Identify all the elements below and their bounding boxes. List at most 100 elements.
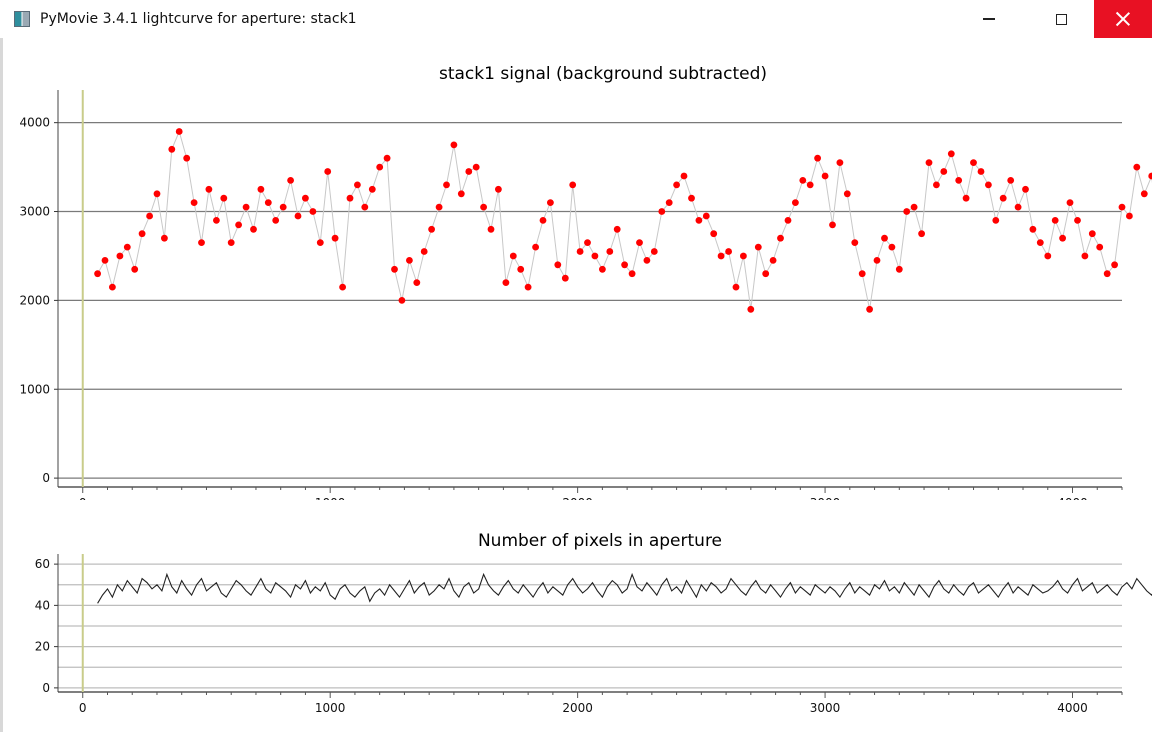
- data-point: [940, 168, 948, 175]
- data-point: [1044, 252, 1052, 260]
- data-point: [1126, 212, 1133, 220]
- data-point: [851, 239, 859, 247]
- data-point: [547, 199, 554, 207]
- data-point: [406, 257, 413, 264]
- data-point: [569, 181, 577, 189]
- data-point: [331, 234, 339, 242]
- data-point: [272, 217, 280, 224]
- data-point: [628, 270, 636, 278]
- data-point: [354, 181, 361, 189]
- data-point: [740, 252, 747, 260]
- data-point: [829, 221, 836, 229]
- data-point: [806, 181, 814, 189]
- data-point: [858, 270, 866, 278]
- data-point: [450, 141, 458, 149]
- data-point: [213, 217, 220, 224]
- data-point: [435, 203, 443, 211]
- data-point: [1096, 243, 1104, 251]
- y-tick-label: 0: [42, 471, 50, 485]
- data-point: [250, 225, 257, 233]
- data-point: [138, 230, 146, 238]
- minimize-icon: [983, 18, 995, 20]
- data-point: [339, 283, 346, 291]
- data-point: [131, 265, 139, 273]
- data-point: [843, 190, 851, 198]
- window-titlebar: PyMovie 3.4.1 lightcurve for aperture: s…: [0, 0, 1152, 38]
- y-tick-label: 2000: [19, 293, 50, 307]
- minimize-button[interactable]: [966, 0, 1012, 38]
- data-point: [777, 234, 784, 242]
- x-tick-label: 0: [79, 701, 87, 715]
- data-point: [747, 305, 755, 313]
- maximize-button[interactable]: [1038, 0, 1084, 38]
- data-point: [888, 243, 896, 251]
- data-point: [762, 270, 770, 278]
- data-point: [361, 203, 369, 211]
- data-point: [183, 154, 191, 162]
- data-point: [895, 265, 903, 273]
- data-point: [962, 194, 970, 202]
- data-point: [101, 257, 109, 264]
- data-point: [524, 283, 532, 291]
- data-point: [227, 239, 235, 247]
- x-tick-label: 1000: [315, 496, 346, 500]
- x-tick-label: 4000: [1057, 701, 1088, 715]
- x-tick-label: 3000: [810, 496, 841, 500]
- data-point: [784, 217, 792, 224]
- data-point: [480, 203, 487, 211]
- data-point: [242, 203, 250, 211]
- series-connector-line: [97, 129, 1152, 310]
- window-left-border: [0, 38, 3, 732]
- data-point: [398, 297, 406, 304]
- data-point: [287, 177, 294, 184]
- data-point: [198, 239, 205, 247]
- data-point: [947, 150, 955, 158]
- data-point: [814, 154, 821, 162]
- maximize-icon: [1055, 13, 1067, 25]
- data-point: [413, 279, 421, 286]
- series-line: [97, 572, 1152, 604]
- data-point: [532, 243, 539, 251]
- window-title: PyMovie 3.4.1 lightcurve for aperture: s…: [40, 11, 357, 27]
- data-point: [873, 257, 881, 264]
- data-point: [302, 194, 309, 202]
- data-point: [725, 248, 732, 255]
- data-point: [1133, 163, 1141, 171]
- x-tick-label: 1000: [315, 701, 346, 715]
- data-point: [977, 168, 985, 175]
- data-point: [695, 217, 703, 224]
- y-tick-label: 4000: [19, 116, 50, 130]
- data-point: [1088, 230, 1096, 238]
- data-point: [1148, 172, 1152, 180]
- data-point: [591, 252, 599, 260]
- y-tick-label: 20: [35, 640, 50, 654]
- data-point: [866, 305, 873, 313]
- data-point: [599, 265, 606, 273]
- data-point: [769, 257, 777, 264]
- close-button[interactable]: [1094, 0, 1152, 38]
- signal-plot[interactable]: stack1 signal (background subtracted) 0 1…: [0, 0, 1152, 500]
- data-point: [294, 212, 302, 220]
- data-point: [420, 248, 428, 255]
- x-tick-label: 0: [79, 496, 87, 500]
- data-point: [732, 283, 740, 291]
- data-point: [383, 154, 391, 162]
- y-tick-label: 1000: [19, 382, 50, 396]
- data-point: [465, 168, 473, 175]
- data-point: [1036, 239, 1044, 247]
- data-point: [1051, 217, 1059, 224]
- data-point: [109, 283, 116, 291]
- data-point: [933, 181, 940, 189]
- data-point: [517, 265, 525, 273]
- data-point: [688, 194, 695, 202]
- data-point: [792, 199, 799, 207]
- data-point: [161, 234, 168, 242]
- data-point: [1014, 203, 1022, 211]
- data-point: [1007, 177, 1015, 184]
- y-tick-label: 40: [35, 598, 50, 612]
- data-point: [94, 270, 101, 278]
- data-point: [220, 194, 228, 202]
- data-point: [658, 208, 666, 215]
- x-tick-label: 3000: [810, 701, 841, 715]
